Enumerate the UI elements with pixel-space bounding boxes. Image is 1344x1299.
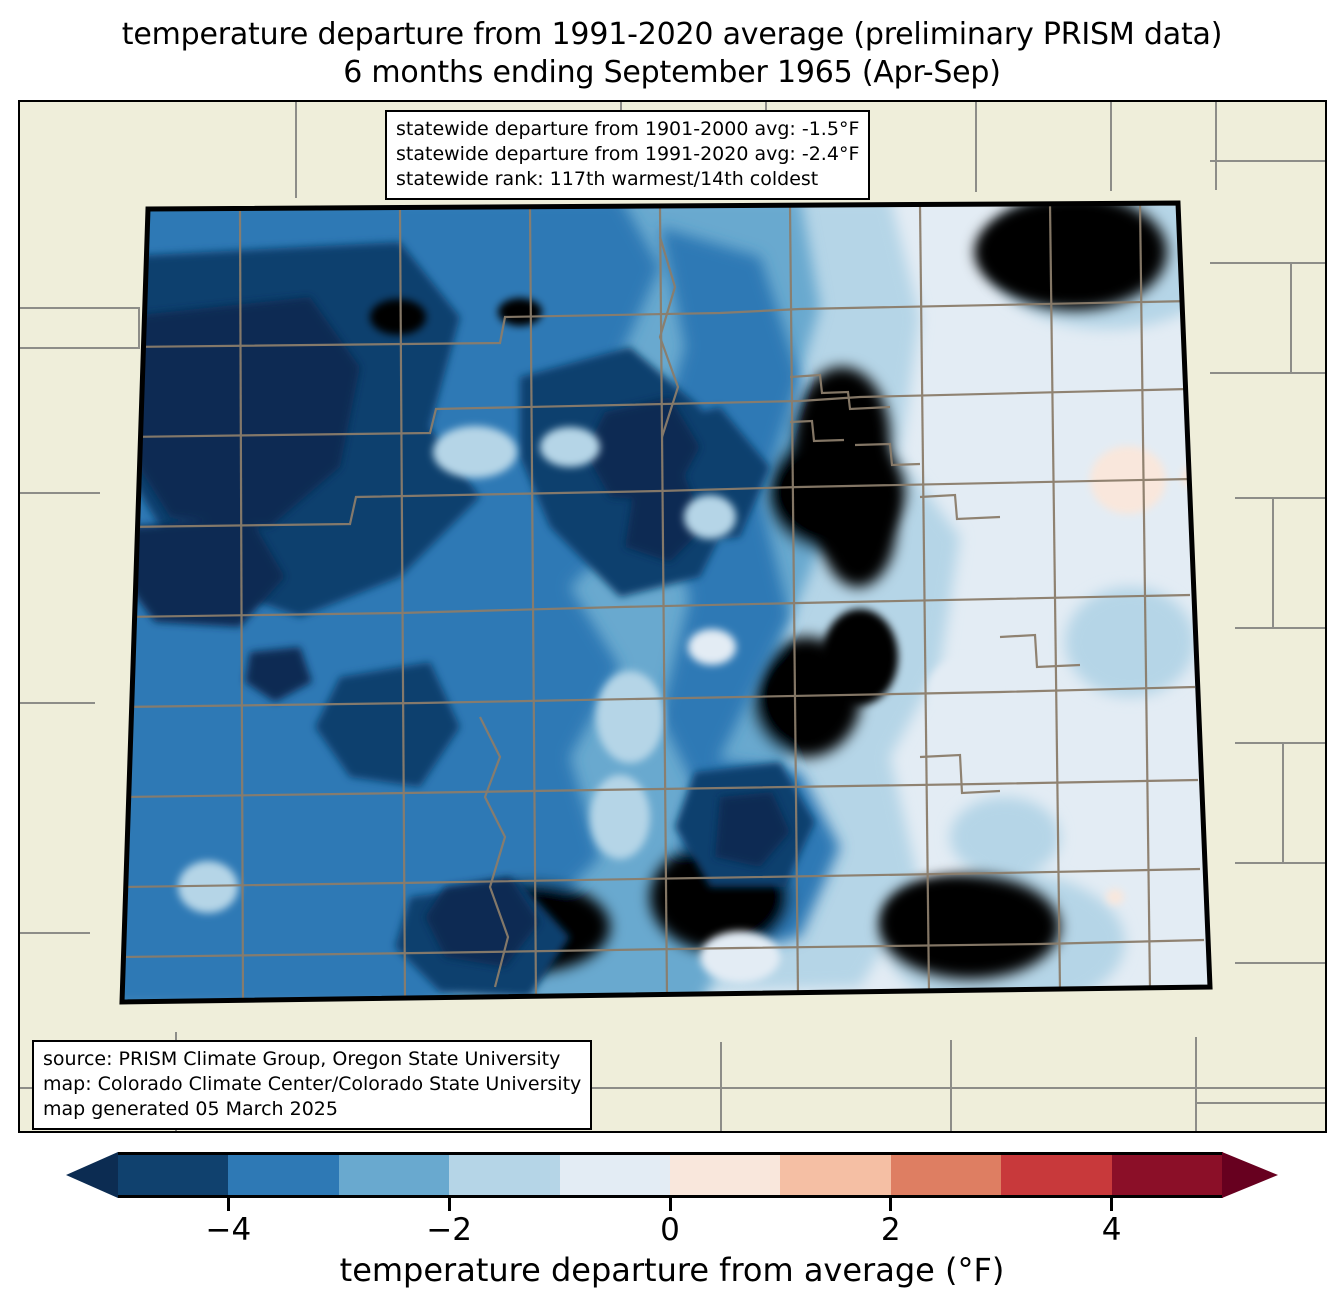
colorbar-band: [890, 1152, 1002, 1198]
title-line-1: temperature departure from 1991-2020 ave…: [121, 17, 1223, 52]
neighbor-line: [1235, 497, 1325, 499]
neighbor-line: [1215, 102, 1217, 190]
colorbar-tick-label: 2: [880, 1212, 901, 1248]
neighbor-line: [1195, 1037, 1197, 1131]
neighbor-line: [950, 1040, 952, 1131]
colorbar-tick: [226, 1198, 230, 1211]
colorbar-extend-over: [1222, 1152, 1278, 1198]
neighbor-line: [1195, 1102, 1325, 1104]
neighbor-line: [20, 702, 95, 704]
colorbar-tick-label: 4: [1101, 1212, 1122, 1248]
colorbar-band: [338, 1152, 450, 1198]
neighbor-line: [20, 307, 140, 309]
colorbar-band: [1001, 1152, 1113, 1198]
colorbar[interactable]: −4 −2 0 2 4 temperature departure from avera…: [0, 1145, 1344, 1299]
neighbor-line: [1210, 160, 1325, 162]
neighbor-line: [1210, 262, 1325, 264]
colorbar-tick: [1110, 1198, 1114, 1211]
neighbor-line: [1290, 262, 1292, 372]
colorbar-band: [559, 1152, 671, 1198]
colorbar-band: [228, 1152, 340, 1198]
title-line-2: 6 months ending September 1965 (Apr-Sep): [343, 55, 1001, 90]
county-boundaries: [122, 203, 1205, 1002]
state-border: [119, 200, 1213, 1005]
colorado-temperature-field: [100, 197, 1225, 1007]
colorbar-band: [1111, 1152, 1223, 1198]
colorbar-bands: [118, 1152, 1223, 1198]
neighbor-line: [1210, 372, 1325, 374]
neighbor-line: [1235, 962, 1325, 964]
colorbar-band: [449, 1152, 561, 1198]
stats-line-2: statewide departure from 1991-2020 avg: …: [396, 143, 860, 165]
colorbar-axis-label: temperature departure from average (°F): [339, 1251, 1005, 1289]
neighbor-line: [20, 492, 100, 494]
colorbar-tick-label: −2: [426, 1212, 473, 1248]
colorbar-extend-under: [66, 1152, 118, 1198]
neighbor-line: [1235, 627, 1325, 629]
source-line-1: source: PRISM Climate Group, Oregon Stat…: [43, 1048, 561, 1070]
neighbor-line: [20, 932, 90, 934]
colorbar-band: [670, 1152, 781, 1198]
stats-line-3: statewide rank: 117th warmest/14th colde…: [396, 168, 819, 190]
neighbor-line: [1272, 497, 1274, 627]
neighbor-line: [138, 307, 140, 347]
neighbor-line: [20, 1087, 1325, 1089]
colorbar-band: [118, 1152, 229, 1198]
map-canvas: [20, 102, 1325, 1131]
neighbor-line: [1282, 742, 1284, 862]
neighbor-line: [720, 1042, 722, 1131]
neighbor-line: [1235, 742, 1325, 744]
statistics-annotation: statewide departure from 1901-2000 avg: …: [385, 110, 871, 200]
neighbor-line: [975, 102, 977, 192]
stats-line-1: statewide departure from 1901-2000 avg: …: [396, 118, 860, 140]
colorbar-tick: [889, 1198, 893, 1211]
neighbor-line: [1110, 102, 1112, 191]
neighbor-line: [295, 102, 297, 198]
colorbar-tick: [447, 1198, 451, 1211]
source-line-2: map: Colorado Climate Center/Colorado St…: [43, 1073, 582, 1095]
colorbar-tick-label: 0: [660, 1212, 680, 1248]
colorbar-band: [780, 1152, 892, 1198]
source-line-3: map generated 05 March 2025: [43, 1098, 338, 1120]
neighbor-line: [20, 347, 140, 349]
colorbar-tick-label: −4: [205, 1212, 252, 1248]
colorbar-ticks: −4 −2 0 2 4: [0, 1198, 1344, 1258]
map-panel[interactable]: [18, 100, 1327, 1133]
page-title: temperature departure from 1991-2020 ave…: [0, 16, 1344, 92]
source-annotation: source: PRISM Climate Group, Oregon Stat…: [32, 1040, 593, 1130]
colorbar-tick: [668, 1198, 672, 1211]
neighbor-line: [1235, 862, 1325, 864]
